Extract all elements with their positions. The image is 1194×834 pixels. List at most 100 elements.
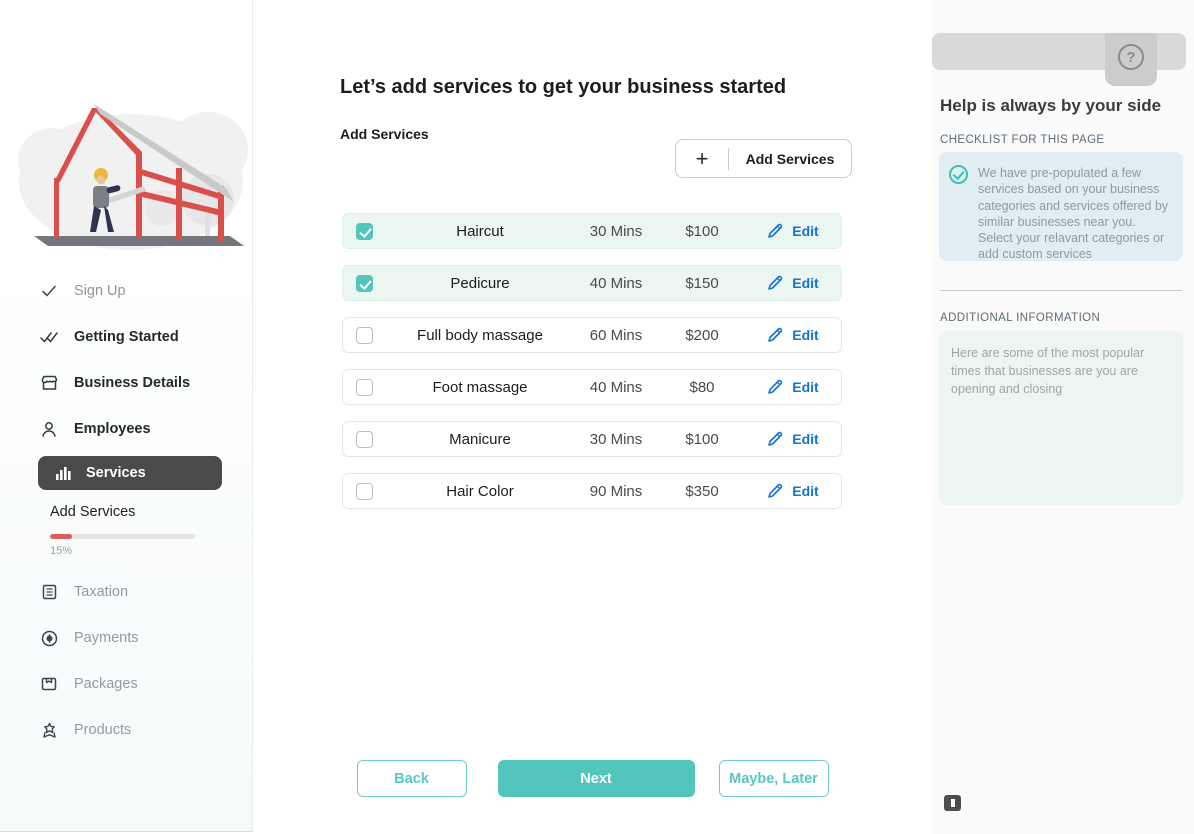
wizard-footer: Back Next Maybe, Later — [253, 760, 932, 797]
additional-info-text: Here are some of the most popular times … — [951, 346, 1145, 396]
next-button[interactable]: Next — [497, 760, 695, 797]
help-divider — [940, 290, 1182, 291]
sidebar-subitem-label: Add Services — [50, 504, 136, 520]
service-row[interactable]: Haircut 30 Mins $100 Edit — [342, 213, 842, 249]
step-progress: 15% — [50, 534, 195, 557]
pencil-icon — [768, 275, 783, 290]
check-icon — [40, 282, 58, 300]
service-row[interactable]: Pedicure 40 Mins $150 Edit — [342, 265, 842, 301]
add-services-button-label: Add Services — [745, 150, 835, 167]
edit-link[interactable]: Edit — [745, 327, 841, 343]
pencil-icon — [768, 223, 783, 238]
page-title: Let’s add services to get your business … — [340, 76, 787, 98]
checklist-text: We have pre-populated a few services bas… — [978, 166, 1169, 262]
edit-label: Edit — [792, 483, 819, 499]
storefront-icon — [40, 374, 58, 392]
sidebar-item-sign-up[interactable]: Sign Up — [0, 268, 252, 314]
sidebar-item-employees[interactable]: Employees — [0, 406, 252, 452]
add-services-label: Add Services — [340, 126, 429, 142]
service-price: $80 — [689, 378, 715, 396]
checkbox-checked[interactable] — [356, 274, 373, 292]
service-price: $350 — [685, 482, 719, 500]
star-badge-icon — [40, 721, 58, 739]
person-icon — [40, 420, 58, 438]
sidebar-item-label: Payments — [74, 630, 139, 646]
maybe-later-button[interactable]: Maybe, Later — [718, 760, 829, 797]
onboarding-sidebar: Sign Up Getting Started Business Details… — [0, 0, 253, 832]
checkbox-checked[interactable] — [356, 222, 373, 240]
sidebar-subitem-add-services[interactable]: Add Services — [0, 494, 252, 520]
sidebar-nav: Sign Up Getting Started Business Details… — [0, 268, 252, 753]
help-panel: ? Help is always by your side CHECKLIST … — [932, 0, 1194, 834]
service-duration: 60 Mins — [589, 326, 643, 344]
pencil-icon — [768, 327, 783, 342]
checkbox-unchecked[interactable] — [356, 430, 373, 448]
sidebar-item-taxation[interactable]: Taxation — [0, 569, 252, 615]
service-row[interactable]: Hair Color 90 Mins $350 Edit — [342, 473, 842, 509]
edit-link[interactable]: Edit — [745, 275, 841, 291]
edit-link[interactable]: Edit — [745, 223, 841, 239]
button-divider — [728, 147, 729, 170]
sidebar-item-label: Services — [86, 465, 146, 481]
service-duration: 30 Mins — [589, 222, 643, 240]
sidebar-item-products[interactable]: Products — [0, 707, 252, 753]
pencil-icon — [768, 431, 783, 446]
service-name: Full body massage — [417, 326, 543, 344]
service-duration: 40 Mins — [589, 378, 643, 396]
progress-fill — [50, 534, 72, 539]
sidebar-item-business-details[interactable]: Business Details — [0, 360, 252, 406]
edit-link[interactable]: Edit — [745, 379, 841, 395]
add-services-button[interactable]: + Add Services — [675, 139, 852, 178]
bar-chart-icon — [54, 464, 72, 482]
check-circle-icon — [949, 165, 968, 184]
question-circle-icon[interactable]: ? — [1118, 44, 1144, 70]
service-name: Hair Color — [446, 482, 514, 500]
edit-label: Edit — [792, 379, 819, 395]
package-icon — [40, 675, 58, 693]
main-content: Let’s add services to get your business … — [253, 0, 932, 834]
service-price: $100 — [685, 430, 719, 448]
checkbox-unchecked[interactable] — [356, 378, 373, 396]
edit-label: Edit — [792, 223, 819, 239]
checkbox-unchecked[interactable] — [356, 482, 373, 500]
sidebar-item-payments[interactable]: Payments — [0, 615, 252, 661]
sidebar-item-label: Employees — [74, 421, 151, 437]
services-list: Haircut 30 Mins $100 Edit Pedicure 40 Mi… — [342, 213, 842, 525]
sidebar-item-label: Business Details — [74, 375, 191, 391]
edit-link[interactable]: Edit — [745, 431, 841, 447]
additional-info-box: Here are some of the most popular times … — [939, 331, 1183, 505]
collapse-panel-icon[interactable] — [944, 795, 961, 811]
coin-icon — [40, 629, 58, 647]
edit-label: Edit — [792, 275, 819, 291]
service-duration: 90 Mins — [589, 482, 643, 500]
sidebar-item-label: Taxation — [74, 584, 129, 600]
help-heading: Help is always by your side — [940, 96, 1162, 115]
service-row[interactable]: Manicure 30 Mins $100 Edit — [342, 421, 842, 457]
edit-link[interactable]: Edit — [745, 483, 841, 499]
service-name: Foot massage — [432, 378, 528, 396]
double-check-icon — [40, 328, 58, 346]
service-name: Pedicure — [450, 274, 510, 292]
checkbox-unchecked[interactable] — [356, 326, 373, 344]
service-row[interactable]: Foot massage 40 Mins $80 Edit — [342, 369, 842, 405]
service-duration: 30 Mins — [589, 430, 643, 448]
sidebar-item-packages[interactable]: Packages — [0, 661, 252, 707]
service-row[interactable]: Full body massage 60 Mins $200 Edit — [342, 317, 842, 353]
plus-icon: + — [695, 145, 709, 171]
pencil-icon — [768, 379, 783, 394]
progress-percent: 15% — [50, 545, 73, 557]
sidebar-item-services[interactable]: Services — [38, 456, 222, 490]
service-name: Haircut — [456, 222, 504, 240]
back-button[interactable]: Back — [356, 760, 467, 797]
sidebar-item-label: Products — [74, 722, 132, 738]
service-price: $100 — [685, 222, 719, 240]
edit-label: Edit — [792, 327, 819, 343]
checklist-section-label: CHECKLIST FOR THIS PAGE — [940, 134, 1105, 146]
service-price: $200 — [685, 326, 719, 344]
service-name: Manicure — [449, 430, 511, 448]
additional-info-label: ADDITIONAL INFORMATION — [940, 312, 1101, 324]
progress-track — [50, 534, 195, 539]
sidebar-item-getting-started[interactable]: Getting Started — [0, 314, 252, 360]
service-price: $150 — [685, 274, 719, 292]
sidebar-item-label: Packages — [74, 676, 138, 692]
